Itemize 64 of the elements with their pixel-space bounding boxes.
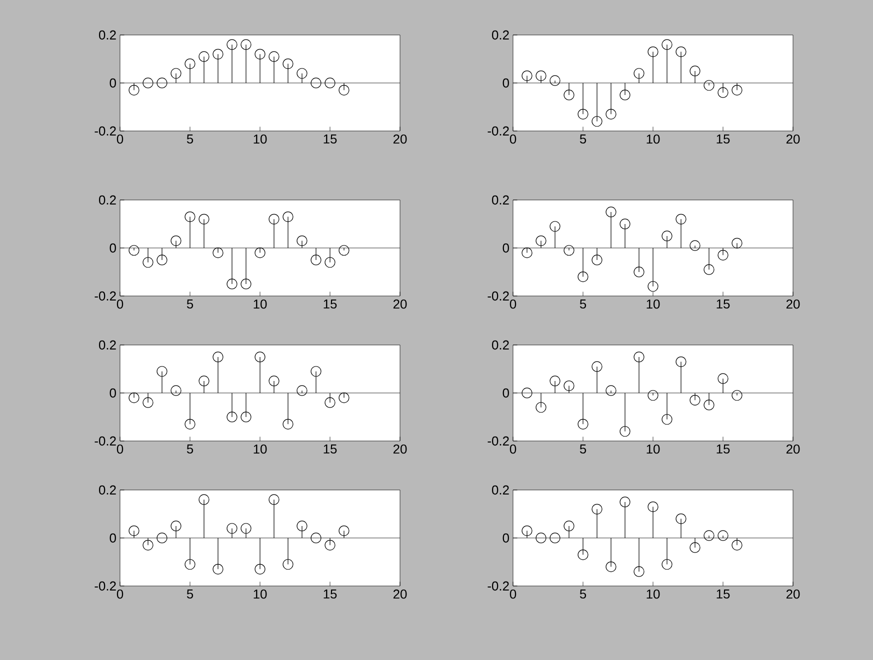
- x-tick-label: 0: [116, 300, 124, 309]
- x-tick-label: 10: [254, 134, 267, 144]
- x-tick-label: 10: [646, 300, 660, 309]
- y-tick-label: 0.2: [98, 340, 116, 350]
- x-tick-label: 10: [254, 590, 267, 599]
- y-tick-label: -0.2: [94, 581, 116, 591]
- x-tick-label: 10: [646, 590, 660, 599]
- x-tick-label: 15: [716, 300, 730, 309]
- x-tick-label: 5: [580, 444, 586, 454]
- x-tick-label: 5: [186, 590, 194, 599]
- x-tick-label: 20: [786, 134, 800, 144]
- x-tick-label: 20: [786, 300, 800, 309]
- y-tick-label: 0.2: [492, 195, 509, 205]
- x-tick-label: 5: [186, 444, 194, 454]
- y-tick-label: 0: [502, 533, 509, 543]
- x-tick-label: 15: [324, 134, 337, 144]
- y-tick-label: 0.2: [98, 30, 116, 40]
- x-tick-label: 20: [786, 590, 800, 599]
- x-tick-label: 0: [510, 590, 516, 599]
- y-tick-label: 0.2: [492, 340, 509, 350]
- y-tick-label: 0: [502, 243, 509, 253]
- y-tick-label: 0: [110, 533, 116, 543]
- y-tick-label: -0.2: [94, 436, 116, 446]
- y-tick-label: 0: [110, 78, 116, 88]
- y-tick-label: 0: [110, 388, 116, 398]
- x-tick-label: 0: [510, 444, 516, 454]
- y-tick-label: 0.2: [98, 485, 116, 495]
- y-tick-label: 0.2: [492, 30, 509, 40]
- y-tick-label: 0: [502, 388, 509, 398]
- x-tick-label: 5: [186, 300, 194, 309]
- x-tick-label: 20: [393, 134, 407, 144]
- x-tick-label: 20: [393, 590, 407, 599]
- x-tick-label: 15: [716, 134, 730, 144]
- x-tick-label: 10: [646, 134, 660, 144]
- x-tick-label: 20: [393, 444, 407, 454]
- x-tick-label: 0: [510, 134, 516, 144]
- y-tick-label: -0.2: [488, 436, 509, 446]
- y-tick-label: 0.2: [98, 195, 116, 205]
- x-tick-label: 15: [716, 444, 730, 454]
- y-tick-label: -0.2: [488, 126, 509, 136]
- x-tick-label: 15: [716, 590, 730, 599]
- y-tick-label: 0: [110, 243, 116, 253]
- x-tick-label: 5: [580, 300, 586, 309]
- x-tick-label: 20: [786, 444, 800, 454]
- x-tick-label: 15: [324, 300, 337, 309]
- y-tick-label: -0.2: [488, 291, 509, 301]
- x-tick-label: 5: [580, 134, 586, 144]
- y-tick-label: 0: [502, 78, 509, 88]
- y-tick-label: -0.2: [94, 126, 116, 136]
- x-tick-label: 10: [254, 444, 267, 454]
- x-tick-label: 5: [580, 590, 586, 599]
- x-tick-label: 20: [393, 300, 407, 309]
- x-tick-label: 10: [646, 444, 660, 454]
- x-tick-label: 0: [116, 590, 124, 599]
- x-tick-label: 15: [324, 590, 337, 599]
- x-tick-label: 15: [324, 444, 337, 454]
- x-tick-label: 5: [186, 134, 194, 144]
- x-tick-label: 0: [510, 300, 516, 309]
- y-tick-label: 0.2: [492, 485, 509, 495]
- x-tick-label: 0: [116, 134, 124, 144]
- y-tick-label: -0.2: [488, 581, 509, 591]
- y-tick-label: -0.2: [94, 291, 116, 301]
- x-tick-label: 10: [254, 300, 267, 309]
- x-tick-label: 0: [116, 444, 124, 454]
